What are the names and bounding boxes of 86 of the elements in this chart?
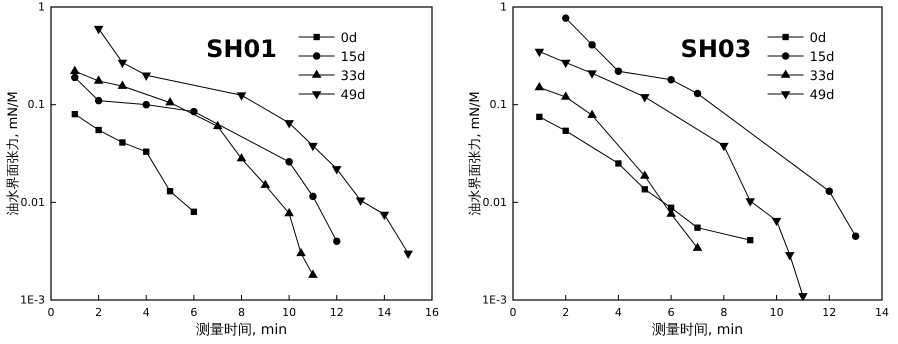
point [536, 114, 543, 120]
point [142, 100, 150, 108]
y-tick-label: 0.1 [490, 98, 507, 112]
legend-label: 0d [340, 31, 358, 46]
point [284, 120, 294, 128]
y-tick-label: 1E-3 [482, 294, 507, 307]
x-tick-label: 4 [614, 306, 622, 319]
x-tick-label: 10 [770, 306, 784, 319]
y-tick-label: 1E-3 [20, 294, 45, 307]
x-axis-title: 测量时间, min [196, 322, 288, 338]
point [614, 67, 622, 75]
point [784, 252, 795, 260]
x-tick-label: 10 [282, 306, 296, 319]
point [190, 208, 198, 215]
x-tick-label: 8 [720, 306, 728, 319]
point [296, 248, 306, 256]
x-tick-label: 2 [95, 306, 102, 319]
x-tick-label: 6 [190, 306, 198, 319]
point [94, 96, 102, 104]
legend-label: 15d [340, 50, 366, 65]
legend-label: 49d [340, 88, 366, 103]
x-tick-label: 0 [48, 306, 54, 319]
x-axis-title: 测量时间, min [652, 322, 744, 338]
point [285, 158, 293, 166]
point [562, 14, 570, 22]
point [588, 41, 596, 49]
point [260, 180, 270, 188]
point [95, 126, 102, 134]
x-tick-label: 8 [238, 306, 245, 319]
point [333, 237, 340, 245]
point [72, 110, 78, 118]
text: SH03 [680, 35, 752, 63]
point [745, 198, 756, 207]
point [826, 187, 834, 195]
point [852, 232, 860, 240]
point [798, 293, 808, 302]
point [534, 48, 544, 58]
y-tick-label: 1 [500, 0, 507, 14]
point [668, 204, 674, 211]
point [308, 270, 318, 278]
x-tick-label: 12 [822, 306, 836, 319]
point [236, 153, 246, 162]
point [118, 60, 128, 68]
x-tick-label: 2 [562, 306, 570, 319]
point [772, 218, 782, 226]
legend-label: 49d [810, 88, 834, 103]
x-tick-label: 0 [510, 306, 516, 319]
point [71, 74, 79, 82]
text: SH01 [206, 35, 277, 63]
point [560, 60, 571, 68]
point [332, 166, 342, 174]
x-tick-label: 12 [330, 306, 344, 319]
y-axis-title: 油水界面张力, mN/M [468, 91, 483, 216]
x-tick-label: 6 [668, 306, 675, 319]
x-tick-label: 16 [425, 306, 439, 319]
x-tick-label: 14 [875, 306, 889, 319]
point [284, 208, 294, 216]
point [640, 94, 650, 102]
y-tick-label: 1 [38, 0, 45, 14]
point [141, 72, 152, 81]
point [667, 76, 675, 84]
point [143, 148, 150, 155]
point [615, 160, 622, 167]
point [309, 192, 317, 200]
y-tick-label: 0.01 [482, 196, 507, 209]
point [94, 26, 104, 34]
point [119, 139, 126, 146]
point [166, 188, 174, 194]
point [642, 186, 648, 192]
point [308, 142, 318, 152]
point [694, 224, 701, 231]
x-tick-label: 4 [142, 306, 150, 319]
x-tick-label: 14 [377, 306, 392, 319]
legend-label: 33d [340, 69, 366, 84]
legend-label: 15d [810, 50, 834, 65]
point [236, 92, 246, 101]
point [747, 236, 754, 244]
y-tick-label: 0.01 [20, 196, 45, 209]
point [719, 142, 729, 152]
y-tick-label: 0.1 [28, 98, 45, 112]
legend-label: 0d [810, 31, 826, 46]
point [562, 128, 569, 134]
point [694, 90, 702, 98]
point [587, 70, 597, 79]
y-axis-title: 油水界面张力, mN/M [6, 91, 21, 216]
legend-label: 33d [810, 69, 834, 84]
